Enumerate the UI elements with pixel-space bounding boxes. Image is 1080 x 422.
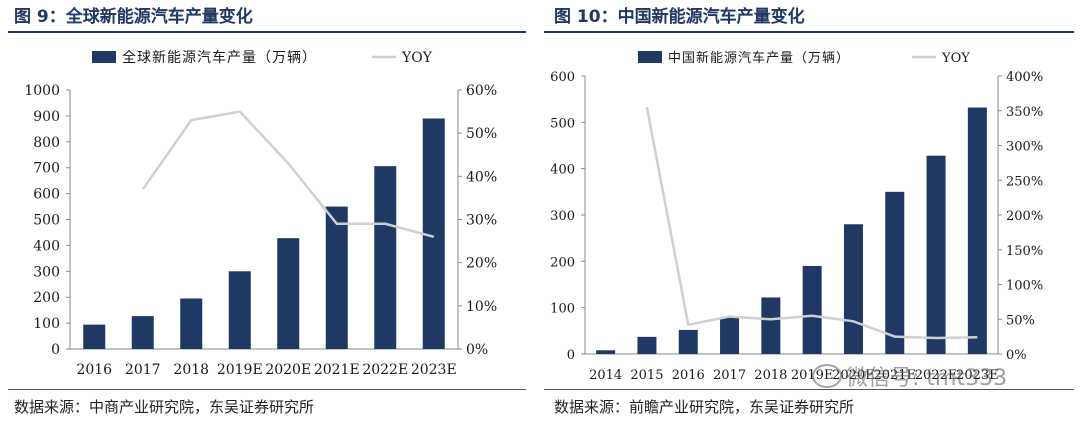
y-tick-label-right: 0% <box>466 342 488 358</box>
wechat-icon <box>812 364 842 388</box>
bar <box>596 350 616 354</box>
bar <box>802 265 822 354</box>
legend-label-line: YOY <box>941 51 970 66</box>
source-rule <box>8 389 526 390</box>
y-tick-label-right: 60% <box>466 83 497 99</box>
legend-swatch-bar <box>92 51 116 63</box>
y-tick-label-left: 200 <box>550 255 575 270</box>
y-tick-label-right: 200% <box>1006 209 1043 224</box>
y-tick-label-left: 700 <box>33 161 60 177</box>
bar <box>422 118 445 350</box>
watermark-text: 微信号: tmt333 <box>846 366 1008 391</box>
y-tick-label-left: 400 <box>550 163 575 178</box>
chart-svg-left: 0 100 200 300 400 500 600 700 800 900 1000 0% 10% 20%… <box>24 49 497 378</box>
y-tick-label-right: 100% <box>1006 279 1043 294</box>
y-tick-label-right: 250% <box>1006 174 1043 189</box>
chart-panel-right: 图 10：中国新能源汽车产量变化 0 100 200 300 400 500 600 0% 50… <box>540 0 1080 422</box>
figure-title: 图 9：全球新能源汽车产量变化 <box>14 7 253 27</box>
x-tick-label: 2015 <box>630 368 663 383</box>
chart-panel-left: 图 9：全球新能源汽车产量变化 0 100 200 300 400 500 600 700 80… <box>0 0 532 422</box>
bar <box>720 316 740 354</box>
y-tick-label-left: 1000 <box>24 83 60 99</box>
x-tick-label: 2016 <box>76 362 112 378</box>
source-note: 数据来源：前瞻产业研究院，东吴证券研究所 <box>554 398 855 416</box>
y-tick-label-right: 400% <box>1006 70 1043 85</box>
source-note: 数据来源：中商产业研究院，东吴证券研究所 <box>14 398 315 416</box>
y-tick-label-right: 0% <box>1006 348 1027 363</box>
y-tick-label-left: 900 <box>33 109 60 125</box>
x-tick-label: 2023E <box>411 362 457 378</box>
x-tick-label: 2021E <box>314 362 360 378</box>
figure-title: 图 10：中国新能源汽车产量变化 <box>554 7 805 27</box>
bar <box>885 191 905 354</box>
bar <box>967 107 987 354</box>
x-tick-label: 2022E <box>362 362 408 378</box>
y-tick-label-right: 50% <box>1006 313 1035 328</box>
y-tick-label-left: 400 <box>33 238 60 254</box>
title-rule <box>544 31 1074 33</box>
title-rule <box>8 31 526 33</box>
legend-label-line: YOY <box>401 50 433 66</box>
bar <box>131 316 154 349</box>
legend-swatch-bar <box>638 51 662 63</box>
y-tick-label-right: 50% <box>466 126 497 142</box>
bar <box>637 336 657 354</box>
y-tick-label-left: 800 <box>33 135 60 151</box>
bar <box>325 206 348 349</box>
x-tick-label: 2018 <box>173 362 209 378</box>
x-tick-label: 2016 <box>672 368 705 383</box>
watermark: 微信号: tmt333 <box>812 360 1007 392</box>
x-tick-label: 2018 <box>754 368 787 383</box>
source-rule <box>544 389 1074 390</box>
y-tick-label-left: 100 <box>550 302 575 317</box>
bar <box>277 238 300 349</box>
x-tick-label: 2014 <box>589 368 622 383</box>
chart-svg-right: 0 100 200 300 400 500 600 0% 50% 100% 150% 200% 250%… <box>550 50 1043 383</box>
legend-label-bar: 中国新能源汽车产量（万辆） <box>668 50 850 66</box>
bar <box>678 329 698 354</box>
x-tick-label: 2022E <box>915 368 958 383</box>
y-tick-label-right: 150% <box>1006 244 1043 259</box>
x-tick-label: 2023E <box>956 368 999 383</box>
y-tick-label-right: 350% <box>1006 105 1043 120</box>
bar <box>83 324 106 349</box>
y-tick-label-left: 500 <box>33 213 60 229</box>
y-tick-label-right: 30% <box>466 213 497 229</box>
y-tick-label-left: 200 <box>33 290 60 306</box>
y-tick-label-left: 300 <box>33 264 60 280</box>
bar <box>180 298 203 349</box>
x-tick-label: 2019E <box>217 362 263 378</box>
y-tick-label-left: 600 <box>33 187 60 203</box>
y-tick-label-right: 20% <box>466 256 497 272</box>
y-tick-label-left: 0 <box>567 348 575 363</box>
y-tick-label-right: 40% <box>466 169 497 185</box>
y-tick-label-left: 600 <box>550 70 575 85</box>
x-tick-label: 2017 <box>713 368 746 383</box>
bar <box>374 166 397 349</box>
x-tick-label: 2017 <box>125 362 161 378</box>
y-tick-label-right: 10% <box>466 299 497 315</box>
legend-label-bar: 全球新能源汽车产量（万辆） <box>122 49 317 66</box>
bar <box>843 224 863 354</box>
x-tick-label: 2020E <box>265 362 311 378</box>
bar <box>761 297 781 354</box>
x-tick-label: 2020E <box>832 368 875 383</box>
y-tick-label-left: 500 <box>550 116 575 131</box>
y-tick-label-right: 300% <box>1006 140 1043 155</box>
y-tick-label-left: 0 <box>51 342 60 358</box>
y-tick-label-left: 100 <box>33 316 60 332</box>
x-tick-label: 2021E <box>873 368 916 383</box>
bar <box>926 155 946 354</box>
y-tick-label-left: 300 <box>550 209 575 224</box>
bar <box>228 271 251 349</box>
